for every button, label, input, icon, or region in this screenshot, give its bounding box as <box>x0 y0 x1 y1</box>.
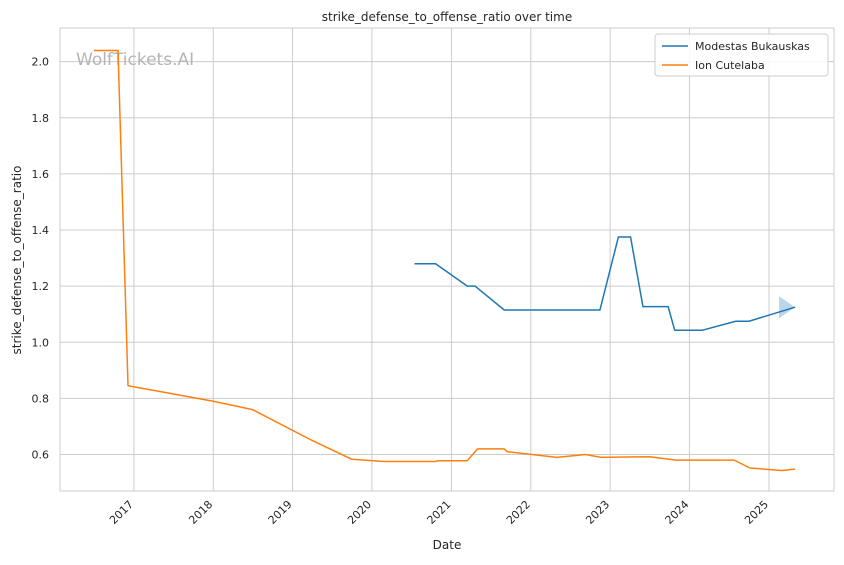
x-axis-title: Date <box>433 538 462 552</box>
x-tick-label: 2022 <box>504 498 533 527</box>
y-tick-label: 2.0 <box>32 56 50 69</box>
x-tick-label: 2018 <box>186 498 215 527</box>
grid-lines <box>60 28 834 491</box>
y-tick-label: 1.6 <box>32 168 50 181</box>
legend-label-ion-cutelaba: Ion Cutelaba <box>695 59 765 72</box>
y-tick-label: 1.8 <box>32 112 50 125</box>
y-tick-label: 1.2 <box>32 280 50 293</box>
legend-label-modestas-bukauskas: Modestas Bukauskas <box>695 40 810 53</box>
x-tick-label: 2024 <box>663 498 692 527</box>
y-tick-label: 1.4 <box>32 224 50 237</box>
chart-title: strike_defense_to_offense_ratio over tim… <box>322 10 572 24</box>
y-tick-label: 0.6 <box>32 449 50 462</box>
x-tick-label: 2025 <box>742 498 771 527</box>
y-axis-title: strike_defense_to_offense_ratio <box>10 166 24 355</box>
plot-frame <box>59 27 835 492</box>
plot-area <box>60 28 834 491</box>
series-line-modestas-bukauskas <box>414 236 796 331</box>
x-tick-label: 2023 <box>583 498 612 527</box>
x-tick-label: 2017 <box>107 498 136 527</box>
series-line-ion-cutelaba <box>93 49 796 472</box>
y-tick-label: 1.0 <box>32 336 50 349</box>
legend-box <box>654 33 829 77</box>
y-tick-label: 0.8 <box>32 392 50 405</box>
watermark: WolfTickets.AI <box>76 50 194 70</box>
legend: Modestas Bukauskas Ion Cutelaba <box>654 33 829 77</box>
x-tick-label: 2020 <box>345 498 374 527</box>
x-tick-label: 2019 <box>266 498 295 527</box>
x-tick-label: 2021 <box>425 498 454 527</box>
series-layer <box>93 49 796 472</box>
trend-arrow <box>779 296 796 319</box>
